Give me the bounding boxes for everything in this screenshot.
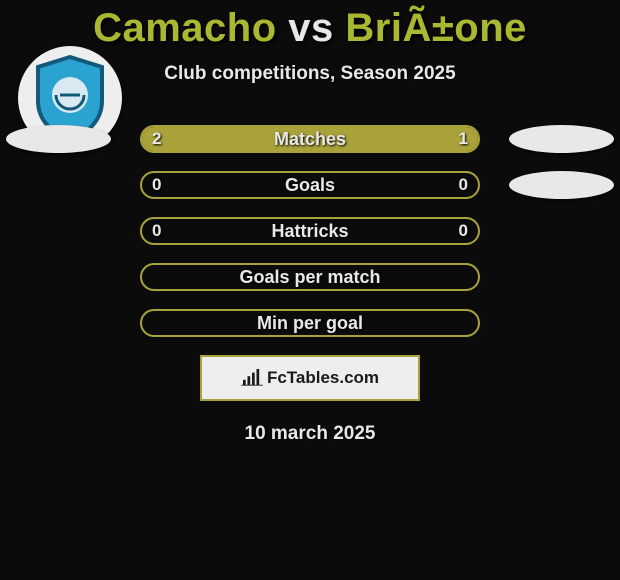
- stat-bar: 0 Hattricks 0: [140, 217, 480, 245]
- stat-label: Min per goal: [142, 311, 478, 335]
- stat-row-min-per-goal: Min per goal: [0, 309, 620, 339]
- stat-row-goals-per-match: Goals per match: [0, 263, 620, 293]
- stat-bar: Goals per match: [140, 263, 480, 291]
- comparison-card: Camacho vs BriÃ±one Club competitions, S…: [0, 0, 620, 580]
- stat-label: Goals per match: [142, 265, 478, 289]
- stat-bar: 2 Matches 1: [140, 125, 480, 153]
- player-right-name: BriÃ±one: [345, 6, 527, 50]
- stat-label: Goals: [142, 173, 478, 197]
- stats-block: 2 Matches 1 0 Goals 0: [0, 125, 620, 339]
- stat-bar: Min per goal: [140, 309, 480, 337]
- player-left-name: Camacho: [93, 6, 277, 50]
- left-team-oval: [6, 125, 111, 153]
- stat-right-value: 0: [459, 173, 468, 197]
- stat-right-value: 1: [459, 127, 468, 151]
- page-title: Camacho vs BriÃ±one: [0, 0, 620, 51]
- source-attribution[interactable]: FcTables.com: [200, 355, 420, 401]
- date-label: 10 march 2025: [0, 423, 620, 445]
- stat-row-hattricks: 0 Hattricks 0: [0, 217, 620, 247]
- stat-bar: 0 Goals 0: [140, 171, 480, 199]
- vs-separator: vs: [288, 6, 334, 50]
- right-team-oval: [509, 125, 614, 153]
- bar-chart-icon: [241, 369, 263, 387]
- stat-row-goals: 0 Goals 0: [0, 171, 620, 201]
- stat-label: Hattricks: [142, 219, 478, 243]
- source-text: FcTables.com: [267, 368, 379, 388]
- stat-right-value: 0: [459, 219, 468, 243]
- stat-row-matches: 2 Matches 1: [0, 125, 620, 155]
- stat-label: Matches: [142, 127, 478, 151]
- right-team-oval-2: [509, 171, 614, 199]
